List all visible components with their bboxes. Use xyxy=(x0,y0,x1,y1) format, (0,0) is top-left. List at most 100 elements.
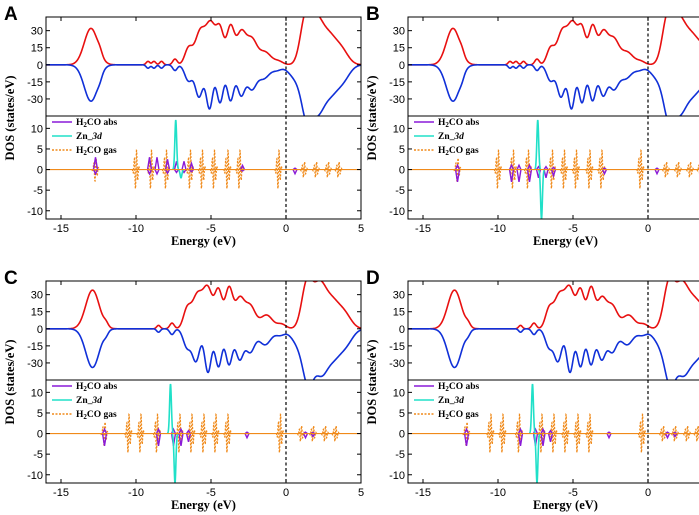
y-tick-label: -15 xyxy=(389,341,405,353)
y-tick-label: 15 xyxy=(393,307,405,319)
spin-up-series xyxy=(408,17,699,66)
y-tick-label: -30 xyxy=(27,358,43,370)
spin-down-series xyxy=(408,327,699,380)
y-axis-label: DOS (states/eV) xyxy=(365,339,379,424)
y-tick-label: 10 xyxy=(31,123,43,135)
bottom-plot-area xyxy=(46,383,361,483)
y-tick-label: -15 xyxy=(27,77,43,89)
x-tick-label: -15 xyxy=(415,487,431,499)
x-tick-label: 0 xyxy=(645,487,651,499)
h2co-abs-peak xyxy=(664,431,671,440)
top-plot-area xyxy=(46,281,361,380)
h2co-gas-peak xyxy=(331,425,340,443)
legend-label: Zn_3d xyxy=(76,132,102,142)
y-tick-label: 0 xyxy=(37,324,43,336)
zn-3d-peak xyxy=(177,168,184,179)
zn-3d-peak xyxy=(167,383,174,434)
top-plot-area xyxy=(408,17,699,116)
panel-a: A 30 15 0 -15 -30 10 5 0 -5 -10 -15 -10 -5 0 5 Energy (e… xyxy=(3,4,364,248)
spin-down-series xyxy=(46,327,361,380)
x-tick-label: 0 xyxy=(283,223,289,235)
legend-label: Zn_3d xyxy=(438,132,464,142)
y-tick-label: 10 xyxy=(31,387,43,399)
y-tick-label: 0 xyxy=(399,429,405,441)
zn-3d-peak xyxy=(533,433,541,483)
h2co-abs-peak xyxy=(154,157,160,176)
h2co-gas-peak xyxy=(693,425,699,443)
y-tick-label: 0 xyxy=(37,165,43,177)
y-tick-label: 5 xyxy=(399,408,405,420)
legend-label: H2CO gas xyxy=(438,410,479,421)
h2co-abs-peak xyxy=(516,163,522,183)
top-plot-area xyxy=(408,281,699,380)
bottom-plot-area xyxy=(46,119,361,191)
y-tick-label: 0 xyxy=(399,60,405,72)
x-tick-label: -10 xyxy=(490,487,506,499)
legend-label: H2CO abs xyxy=(438,118,480,129)
y-tick-label: 30 xyxy=(31,26,43,38)
h2co-abs-peak xyxy=(302,431,309,440)
spin-up-series xyxy=(46,281,361,330)
legend-label: H2CO abs xyxy=(438,382,480,393)
y-tick-label: 30 xyxy=(393,26,405,38)
y-tick-label: -30 xyxy=(389,358,405,370)
y-tick-label: 0 xyxy=(399,165,405,177)
x-tick-label: -10 xyxy=(128,223,144,235)
h2co-gas-peak xyxy=(661,161,671,179)
h2co-gas-peak xyxy=(320,425,330,443)
x-axis-label: Energy (eV) xyxy=(171,498,236,512)
y-tick-label: -15 xyxy=(27,341,43,353)
y-tick-label: -10 xyxy=(27,470,43,482)
y-tick-label: 5 xyxy=(399,144,405,156)
h2co-gas-peak xyxy=(308,425,318,443)
x-axis-label: Energy (eV) xyxy=(533,498,598,512)
h2co-abs-peak xyxy=(292,167,298,176)
y-tick-label: 0 xyxy=(37,60,43,72)
y-tick-label: 15 xyxy=(31,43,43,55)
h2co-gas-peak xyxy=(323,161,333,179)
panel-label: D xyxy=(366,268,380,289)
x-tick-label: -15 xyxy=(53,223,69,235)
legend-label: H2CO abs xyxy=(76,118,118,129)
x-tick-label: -5 xyxy=(568,223,578,235)
x-tick-label: -5 xyxy=(206,487,216,499)
x-tick-label: -15 xyxy=(415,223,431,235)
y-axis-label: DOS (states/eV) xyxy=(3,339,17,424)
h2co-gas-peak xyxy=(685,161,695,179)
bottom-plot-frame xyxy=(45,115,362,220)
panel-label: A xyxy=(4,4,18,25)
h2co-gas-peak xyxy=(682,425,692,443)
legend-label: Zn_3d xyxy=(438,396,464,406)
x-tick-label: -10 xyxy=(128,487,144,499)
h2co-abs-peak xyxy=(606,431,612,440)
panel-label: C xyxy=(4,268,18,289)
y-tick-label: -10 xyxy=(389,206,405,218)
y-tick-label: -5 xyxy=(33,185,43,197)
x-tick-label: 5 xyxy=(358,487,364,499)
h2co-gas-peak xyxy=(696,164,699,175)
y-axis-label: DOS (states/eV) xyxy=(3,75,17,160)
h2co-gas-peak xyxy=(673,161,683,179)
zn-3d-peak xyxy=(529,383,536,434)
h2co-gas-peak xyxy=(299,161,309,179)
h2co-abs-peak xyxy=(654,167,660,176)
y-tick-label: 5 xyxy=(37,408,43,420)
zn-3d-peak xyxy=(171,433,179,483)
top-plot-frame xyxy=(45,280,362,381)
h2co-gas-peak xyxy=(334,161,343,179)
zn-3d-peak xyxy=(538,169,545,219)
y-tick-label: 10 xyxy=(393,123,405,135)
zn-3d-peak xyxy=(534,119,542,170)
y-tick-label: 15 xyxy=(393,43,405,55)
y-tick-label: -5 xyxy=(395,185,405,197)
bottom-plot-frame xyxy=(407,115,699,220)
x-tick-label: 0 xyxy=(645,223,651,235)
bottom-plot-frame xyxy=(407,379,699,484)
y-axis-label: DOS (states/eV) xyxy=(365,75,379,160)
y-tick-label: -5 xyxy=(395,449,405,461)
legend-label: Zn_3d xyxy=(76,396,102,406)
h2co-abs-peak xyxy=(543,165,549,178)
